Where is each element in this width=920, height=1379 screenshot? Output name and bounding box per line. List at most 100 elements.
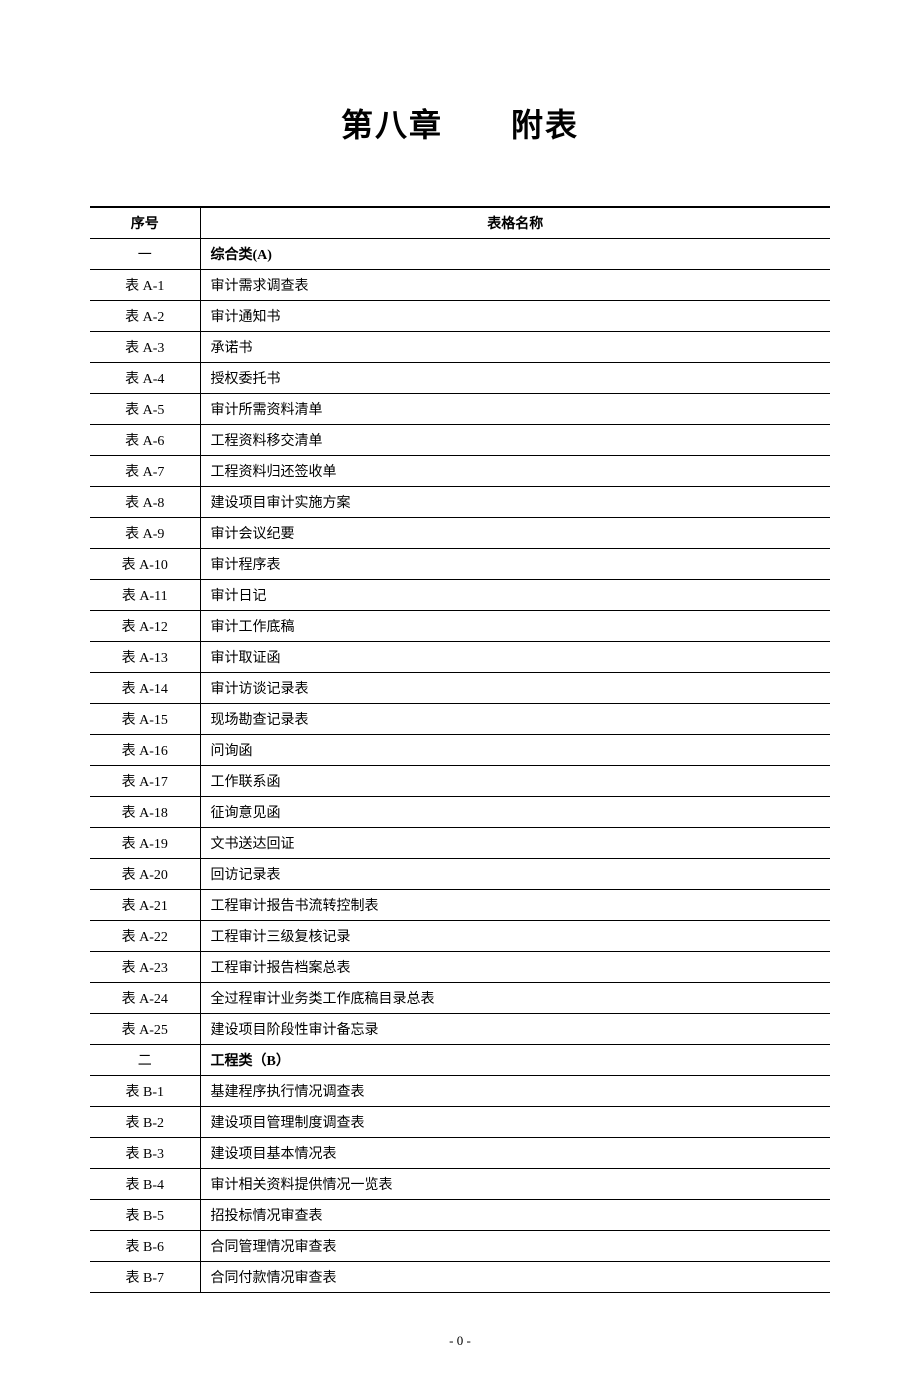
table-row: 表 A-5审计所需资料清单 <box>90 394 830 425</box>
cell-name: 综合类(A) <box>200 239 830 270</box>
cell-id: 表 A-10 <box>90 549 200 580</box>
cell-name: 文书送达回证 <box>200 828 830 859</box>
cell-id: 表 A-12 <box>90 611 200 642</box>
table-row: 表 A-18征询意见函 <box>90 797 830 828</box>
table-row: 表 B-2建设项目管理制度调查表 <box>90 1107 830 1138</box>
page-number: - 0 - <box>90 1333 830 1349</box>
table-row: 表 A-13审计取证函 <box>90 642 830 673</box>
table-row: 表 B-3建设项目基本情况表 <box>90 1138 830 1169</box>
table-row: 表 A-6工程资料移交清单 <box>90 425 830 456</box>
cell-id: 表 A-19 <box>90 828 200 859</box>
cell-id: 表 A-16 <box>90 735 200 766</box>
table-row: 表 A-7工程资料归还签收单 <box>90 456 830 487</box>
cell-id: 表 A-1 <box>90 270 200 301</box>
cell-id: 表 A-8 <box>90 487 200 518</box>
cell-name: 审计程序表 <box>200 549 830 580</box>
cell-name: 建设项目管理制度调查表 <box>200 1107 830 1138</box>
header-col-id: 序号 <box>90 207 200 239</box>
cell-id: 表 A-17 <box>90 766 200 797</box>
table-row: 表 A-4授权委托书 <box>90 363 830 394</box>
cell-name: 招投标情况审查表 <box>200 1200 830 1231</box>
cell-name: 建设项目基本情况表 <box>200 1138 830 1169</box>
cell-id: 表 A-21 <box>90 890 200 921</box>
cell-name: 工程审计三级复核记录 <box>200 921 830 952</box>
cell-id: 表 B-1 <box>90 1076 200 1107</box>
cell-id: 表 A-3 <box>90 332 200 363</box>
cell-name: 全过程审计业务类工作底稿目录总表 <box>200 983 830 1014</box>
table-header-row: 序号 表格名称 <box>90 207 830 239</box>
cell-name: 审计工作底稿 <box>200 611 830 642</box>
cell-id: 表 A-20 <box>90 859 200 890</box>
table-row: 表 B-7合同付款情况审查表 <box>90 1262 830 1293</box>
table-row: 表 A-8建设项目审计实施方案 <box>90 487 830 518</box>
cell-name: 承诺书 <box>200 332 830 363</box>
cell-name: 审计需求调查表 <box>200 270 830 301</box>
table-row: 一综合类(A) <box>90 239 830 270</box>
cell-name: 审计会议纪要 <box>200 518 830 549</box>
cell-name: 工程审计报告书流转控制表 <box>200 890 830 921</box>
cell-name: 审计所需资料清单 <box>200 394 830 425</box>
cell-name: 基建程序执行情况调查表 <box>200 1076 830 1107</box>
cell-id: 表 A-4 <box>90 363 200 394</box>
cell-id: 表 A-23 <box>90 952 200 983</box>
page-title: 第八章 附表 <box>90 100 830 146</box>
table-row: 表 A-22工程审计三级复核记录 <box>90 921 830 952</box>
cell-name: 建设项目阶段性审计备忘录 <box>200 1014 830 1045</box>
cell-id: 表 A-2 <box>90 301 200 332</box>
table-row: 表 A-9审计会议纪要 <box>90 518 830 549</box>
cell-name: 问询函 <box>200 735 830 766</box>
cell-id: 表 A-7 <box>90 456 200 487</box>
cell-name: 工作联系函 <box>200 766 830 797</box>
cell-id: 表 A-9 <box>90 518 200 549</box>
table-row: 表 A-24全过程审计业务类工作底稿目录总表 <box>90 983 830 1014</box>
cell-id: 表 B-7 <box>90 1262 200 1293</box>
cell-id: 表 B-6 <box>90 1231 200 1262</box>
cell-name: 征询意见函 <box>200 797 830 828</box>
table-row: 表 A-20回访记录表 <box>90 859 830 890</box>
cell-id: 表 A-13 <box>90 642 200 673</box>
cell-id: 表 A-18 <box>90 797 200 828</box>
cell-id: 表 B-3 <box>90 1138 200 1169</box>
cell-id: 一 <box>90 239 200 270</box>
cell-id: 表 A-22 <box>90 921 200 952</box>
cell-id: 表 A-11 <box>90 580 200 611</box>
table-row: 二工程类（B） <box>90 1045 830 1076</box>
cell-id: 表 A-5 <box>90 394 200 425</box>
cell-id: 表 B-2 <box>90 1107 200 1138</box>
table-row: 表 A-21工程审计报告书流转控制表 <box>90 890 830 921</box>
cell-name: 回访记录表 <box>200 859 830 890</box>
cell-id: 表 B-4 <box>90 1169 200 1200</box>
table-row: 表 A-16问询函 <box>90 735 830 766</box>
cell-name: 审计访谈记录表 <box>200 673 830 704</box>
cell-name: 合同付款情况审查表 <box>200 1262 830 1293</box>
cell-id: 表 A-15 <box>90 704 200 735</box>
cell-id: 表 A-6 <box>90 425 200 456</box>
table-row: 表 B-5招投标情况审查表 <box>90 1200 830 1231</box>
cell-id: 表 A-24 <box>90 983 200 1014</box>
table-row: 表 A-17工作联系函 <box>90 766 830 797</box>
cell-name: 工程资料归还签收单 <box>200 456 830 487</box>
table-row: 表 A-10审计程序表 <box>90 549 830 580</box>
table-row: 表 A-2审计通知书 <box>90 301 830 332</box>
table-row: 表 B-4审计相关资料提供情况一览表 <box>90 1169 830 1200</box>
cell-id: 二 <box>90 1045 200 1076</box>
table-row: 表 A-14审计访谈记录表 <box>90 673 830 704</box>
cell-name: 工程类（B） <box>200 1045 830 1076</box>
cell-id: 表 A-14 <box>90 673 200 704</box>
cell-name: 授权委托书 <box>200 363 830 394</box>
cell-name: 现场勘查记录表 <box>200 704 830 735</box>
cell-name: 审计通知书 <box>200 301 830 332</box>
cell-id: 表 A-25 <box>90 1014 200 1045</box>
header-col-name: 表格名称 <box>200 207 830 239</box>
table-row: 表 B-6合同管理情况审查表 <box>90 1231 830 1262</box>
appendix-table: 序号 表格名称 一综合类(A)表 A-1审计需求调查表表 A-2审计通知书表 A… <box>90 206 830 1293</box>
cell-id: 表 B-5 <box>90 1200 200 1231</box>
cell-name: 审计取证函 <box>200 642 830 673</box>
table-row: 表 A-25建设项目阶段性审计备忘录 <box>90 1014 830 1045</box>
cell-name: 工程审计报告档案总表 <box>200 952 830 983</box>
table-row: 表 A-23工程审计报告档案总表 <box>90 952 830 983</box>
cell-name: 合同管理情况审查表 <box>200 1231 830 1262</box>
table-row: 表 A-3承诺书 <box>90 332 830 363</box>
cell-name: 审计日记 <box>200 580 830 611</box>
cell-name: 工程资料移交清单 <box>200 425 830 456</box>
